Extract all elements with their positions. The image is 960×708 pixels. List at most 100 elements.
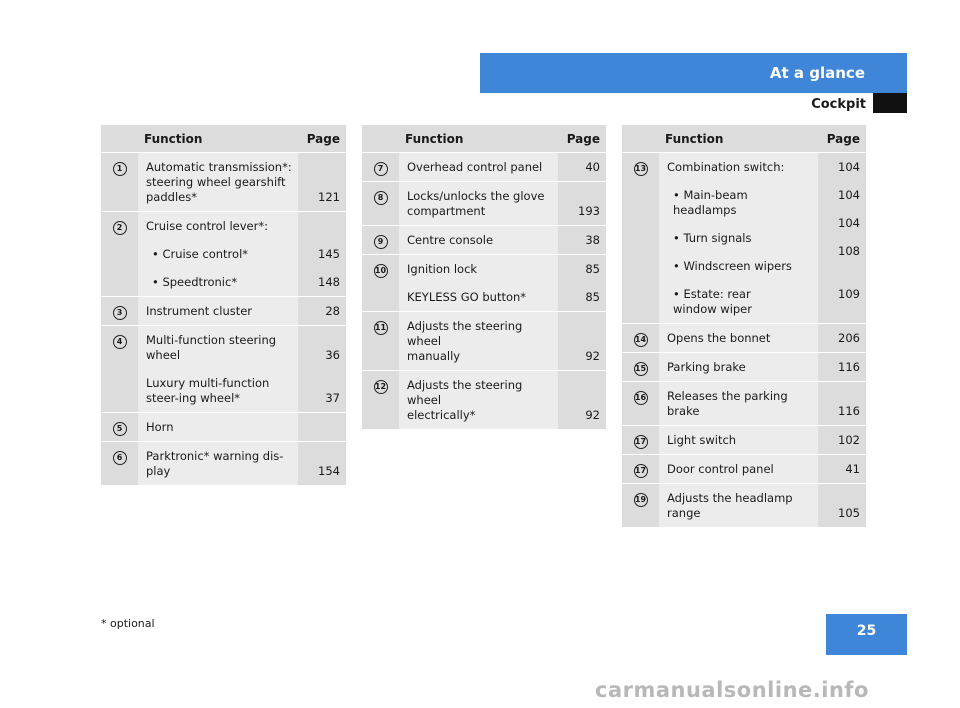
page-ref: 104 [838,160,860,174]
page-ref: 85 [585,262,600,276]
function-table-1: Function Page 1 Automatic transmission*:… [101,125,346,486]
function-header: Function [399,125,558,153]
function-text: Parktronic* warning dis- [146,449,284,463]
page-ref: 121 [298,153,346,212]
page-header: Page [558,125,606,153]
num-header [101,125,138,153]
table-row: 13 Combination switch: • Main-beam headl… [622,153,866,324]
function-table-3: Function Page 13 Combination switch: • M… [622,125,866,528]
function-text: manually [407,349,461,363]
function-text: Adjusts the headlamp [667,491,793,505]
item-number-icon: 17 [633,464,648,478]
page-ref: 37 [325,391,340,405]
page-ref: 148 [318,275,340,289]
function-text: Centre console [399,226,558,255]
item-number-icon: 12 [373,380,388,394]
function-header: Function [138,125,298,153]
table-row: 17 Light switch 102 [622,426,866,455]
page-ref: 85 [585,290,600,304]
table-row: 2 Cruise control lever*: • Cruise contro… [101,212,346,297]
table-row: 3 Instrument cluster 28 [101,297,346,326]
page-ref: 145 [318,247,340,261]
function-text: Door control panel [659,455,818,484]
sub-item: • Estate: rear window wiper [673,287,752,316]
page-header: Page [298,125,346,153]
page-ref: 41 [818,455,866,484]
table-row: 1 Automatic transmission*: steering wheel… [101,153,346,212]
page-ref: 28 [298,297,346,326]
num-header [622,125,659,153]
table-row: 11 Adjusts the steering wheel manually 92 [362,312,606,371]
section-marker [873,93,907,113]
item-number-icon: 4 [112,335,127,349]
page-ref: 38 [558,226,606,255]
page-ref: 206 [818,324,866,353]
function-text: range [667,506,701,520]
page-ref: 108 [838,244,860,258]
item-number-icon: 17 [633,435,648,449]
function-text: Overhead control panel [399,153,558,182]
page-ref: 92 [558,371,606,430]
sub-item: • Cruise control* [152,247,249,261]
function-text: electrically* [407,408,476,422]
table-row: 10 Ignition lock KEYLESS GO button* 85 85 [362,255,606,312]
table-row: 7 Overhead control panel 40 [362,153,606,182]
function-text: Locks/unlocks the glove [407,189,545,203]
item-number-icon: 9 [373,235,388,249]
table-row: 12 Adjusts the steering wheel electricall… [362,371,606,430]
item-number-icon: 15 [633,362,648,376]
item-number-icon: 19 [633,493,648,507]
page-ref: 92 [558,312,606,371]
sub-item: KEYLESS GO button* [407,290,527,304]
item-number-icon: 8 [373,191,388,205]
table-row: 5 Horn [101,413,346,442]
function-text: Adjusts the steering wheel [407,378,523,407]
item-number-icon: 13 [633,162,648,176]
table-row: 4 Multi-function steering wheel Luxury mu… [101,326,346,413]
table-row: 15 Parking brake 116 [622,353,866,382]
function-text: Automatic transmission*: [146,160,292,174]
sub-item: • Windscreen wipers [673,259,792,273]
function-text: Horn [138,413,298,442]
page-ref: 109 [838,287,860,301]
function-text: steering wheel gearshift [146,175,286,189]
table-row: 19 Adjusts the headlamp range 105 [622,484,866,528]
page-ref: 154 [298,442,346,486]
function-text: play [146,464,171,478]
function-text: Light switch [659,426,818,455]
item-number-icon: 11 [373,321,388,335]
function-text: Ignition lock [407,262,478,276]
table-row: 6 Parktronic* warning dis-play 154 [101,442,346,486]
page-number: 25 [826,614,907,655]
page-ref: 104 [838,188,860,202]
item-number-icon: 1 [112,162,127,176]
page-ref: 105 [818,484,866,528]
footnote: * optional [101,617,155,630]
function-header: Function [659,125,818,153]
item-number-icon: 7 [373,162,388,176]
sub-item: Luxury multi-function steer-ing wheel* [146,376,270,405]
num-header [362,125,399,153]
item-number-icon: 16 [633,391,648,405]
function-text: Releases the parking brake [659,382,818,426]
page-header: Page [818,125,866,153]
item-number-icon: 14 [633,333,648,347]
page-ref: 36 [325,348,340,362]
function-text: Multi-function steering [146,333,277,347]
item-number-icon: 2 [112,221,127,235]
section-title: Cockpit [811,97,866,112]
table-row: 17 Door control panel 41 [622,455,866,484]
item-number-icon: 5 [112,422,127,436]
function-text: Opens the bonnet [659,324,818,353]
watermark: carmanualsonline.info [595,678,869,702]
item-number-icon: 3 [112,306,127,320]
function-text: wheel [146,348,181,362]
table-row: 8 Locks/unlocks the glove compartment 193 [362,182,606,226]
section-banner: At a glance [480,53,907,93]
sub-item: • Speedtronic* [152,275,238,289]
sub-item: • Turn signals [673,231,752,245]
page-ref: 40 [558,153,606,182]
function-text: Parking brake [659,353,818,382]
sub-item: • Main-beam headlamps [673,188,748,217]
table-row: 16 Releases the parking brake 116 [622,382,866,426]
